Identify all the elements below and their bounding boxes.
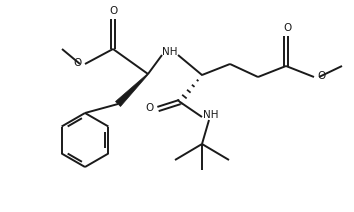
Text: O: O <box>283 23 291 33</box>
Text: O: O <box>110 6 118 16</box>
Text: O: O <box>146 103 154 113</box>
Text: NH: NH <box>162 47 178 57</box>
Polygon shape <box>115 74 148 106</box>
Text: NH: NH <box>203 110 219 120</box>
Text: O: O <box>317 71 325 81</box>
Text: O: O <box>74 58 82 68</box>
